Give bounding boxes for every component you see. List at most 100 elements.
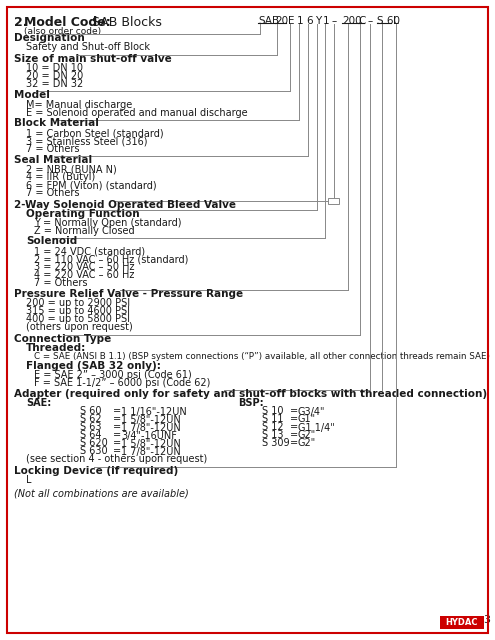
Text: S 12: S 12 xyxy=(262,422,284,433)
Text: 2 = NBR (BUNA N): 2 = NBR (BUNA N) xyxy=(26,164,117,175)
Text: =: = xyxy=(290,431,298,440)
Text: =: = xyxy=(113,447,121,456)
Text: =: = xyxy=(290,438,298,449)
Text: 10 = DN 10: 10 = DN 10 xyxy=(26,63,83,73)
Text: =: = xyxy=(113,406,121,417)
Text: 3/4"-16UNF: 3/4"-16UNF xyxy=(121,431,177,440)
Text: 4 = 220 VAC – 60 Hz: 4 = 220 VAC – 60 Hz xyxy=(34,270,134,280)
Text: (Not all combinations are available): (Not all combinations are available) xyxy=(14,489,189,499)
Text: 3 = 220 VAC – 50 Hz: 3 = 220 VAC – 50 Hz xyxy=(34,262,135,272)
Text: M= Manual discharge: M= Manual discharge xyxy=(26,99,132,109)
Text: =: = xyxy=(113,431,121,440)
Text: 1: 1 xyxy=(297,16,303,26)
Text: (others upon request): (others upon request) xyxy=(26,323,133,333)
Text: Solenoid: Solenoid xyxy=(26,237,77,246)
Text: S 630: S 630 xyxy=(80,447,107,456)
Text: 200 = up to 2900 PSI: 200 = up to 2900 PSI xyxy=(26,298,130,308)
Text: 6: 6 xyxy=(306,16,313,26)
Text: 7 = Others: 7 = Others xyxy=(26,144,80,154)
Text: S 620: S 620 xyxy=(80,438,108,449)
Text: C: C xyxy=(358,16,365,26)
Text: Pressure Relief Valve - Pressure Range: Pressure Relief Valve - Pressure Range xyxy=(14,289,243,299)
Text: Flanged (SAB 32 only):: Flanged (SAB 32 only): xyxy=(26,361,161,371)
Text: Model: Model xyxy=(14,90,50,100)
Text: Threaded:: Threaded: xyxy=(26,343,86,353)
Text: S 64: S 64 xyxy=(80,431,101,440)
Text: Size of main shut-off valve: Size of main shut-off valve xyxy=(14,54,172,63)
Text: S 63: S 63 xyxy=(80,422,101,433)
Text: 2.: 2. xyxy=(14,16,28,29)
Text: 4 = IIR (Butyl): 4 = IIR (Butyl) xyxy=(26,173,95,182)
Text: S 10: S 10 xyxy=(262,406,284,417)
Text: G2": G2" xyxy=(298,431,316,440)
Text: (also order code): (also order code) xyxy=(24,27,101,36)
Text: 315 = up to 4600 PSI: 315 = up to 4600 PSI xyxy=(26,307,130,317)
Text: S 60: S 60 xyxy=(80,406,101,417)
Text: (see section 4 - others upon request): (see section 4 - others upon request) xyxy=(26,454,207,465)
Text: BSP:: BSP: xyxy=(238,399,264,408)
Text: 7 = Others: 7 = Others xyxy=(34,278,88,288)
Text: G2": G2" xyxy=(298,438,316,449)
Text: E: E xyxy=(288,16,295,26)
Text: =: = xyxy=(290,415,298,424)
Text: Block Material: Block Material xyxy=(14,118,99,129)
Text: S 62: S 62 xyxy=(80,415,101,424)
Text: 2 = 110 VAC – 60 Hz (standard): 2 = 110 VAC – 60 Hz (standard) xyxy=(34,254,189,264)
Text: Seal Material: Seal Material xyxy=(14,155,92,165)
Text: 1 5/8"-12UN: 1 5/8"-12UN xyxy=(121,438,181,449)
Text: =: = xyxy=(113,415,121,424)
Text: F = SAE 1-1/2” – 6000 psi (Code 62): F = SAE 1-1/2” – 6000 psi (Code 62) xyxy=(34,378,210,388)
Text: 7 = Others: 7 = Others xyxy=(26,189,80,198)
Text: S 309: S 309 xyxy=(262,438,290,449)
Text: 1 7/8"-12UN: 1 7/8"-12UN xyxy=(121,422,181,433)
Text: –: – xyxy=(368,16,373,26)
Text: L: L xyxy=(393,16,399,26)
Text: Designation: Designation xyxy=(14,33,85,43)
Text: G3/4": G3/4" xyxy=(298,406,326,417)
Text: 1 1/16"-12UN: 1 1/16"-12UN xyxy=(121,406,187,417)
Text: 32 = DN 32: 32 = DN 32 xyxy=(26,79,83,89)
Text: C = SAE (ANSI B 1.1) (BSP system connections (“P”) available, all other connecti: C = SAE (ANSI B 1.1) (BSP system connect… xyxy=(34,352,490,361)
Text: =: = xyxy=(290,422,298,433)
Bar xyxy=(328,198,339,204)
Text: Connection Type: Connection Type xyxy=(14,333,111,344)
Text: 3 = Stainless Steel (316): 3 = Stainless Steel (316) xyxy=(26,136,148,146)
Text: Operating Function: Operating Function xyxy=(26,209,140,219)
Text: 1 5/8"-12UN: 1 5/8"-12UN xyxy=(121,415,181,424)
Text: S 11: S 11 xyxy=(262,415,284,424)
Text: L: L xyxy=(26,475,32,485)
Text: E = SAE 2” – 3000 psi (Code 61): E = SAE 2” – 3000 psi (Code 61) xyxy=(34,370,192,380)
Text: Y = Normally Open (standard): Y = Normally Open (standard) xyxy=(34,218,182,228)
Text: Y: Y xyxy=(315,16,321,26)
Text: 1 7/8"-12UN: 1 7/8"-12UN xyxy=(121,447,181,456)
Text: S 60: S 60 xyxy=(377,16,400,26)
Text: 20: 20 xyxy=(275,16,288,26)
Text: 1 = 24 VDC (standard): 1 = 24 VDC (standard) xyxy=(34,246,145,256)
Text: Safety and Shut-off Block: Safety and Shut-off Block xyxy=(26,42,150,52)
Text: –: – xyxy=(332,16,337,26)
Text: Adapter (required only for safety and shut-off blocks with threaded connection): Adapter (required only for safety and sh… xyxy=(14,389,487,399)
Text: =: = xyxy=(290,406,298,417)
Text: 1: 1 xyxy=(323,16,330,26)
Text: 2-Way Solenoid Operated Bleed Valve: 2-Way Solenoid Operated Bleed Valve xyxy=(14,200,236,209)
Bar xyxy=(440,616,484,629)
Text: G1": G1" xyxy=(298,415,316,424)
Text: =: = xyxy=(113,422,121,433)
Text: G1 1/4": G1 1/4" xyxy=(298,422,335,433)
Text: Model Code:: Model Code: xyxy=(24,16,111,29)
Text: HYDAC: HYDAC xyxy=(446,618,478,627)
Text: Z = Normally Closed: Z = Normally Closed xyxy=(34,227,135,237)
Text: 1 = Carbon Steel (standard): 1 = Carbon Steel (standard) xyxy=(26,128,164,138)
Text: 6 = FPM (Viton) (standard): 6 = FPM (Viton) (standard) xyxy=(26,180,156,191)
Text: E = Solenoid operated and manual discharge: E = Solenoid operated and manual dischar… xyxy=(26,108,248,118)
Text: S 13: S 13 xyxy=(262,431,284,440)
Text: SAE:: SAE: xyxy=(26,399,51,408)
Text: 200: 200 xyxy=(342,16,362,26)
Text: 400 = up to 5800 PSI: 400 = up to 5800 PSI xyxy=(26,314,130,324)
Text: 3: 3 xyxy=(483,615,490,625)
Text: Locking Device (if required): Locking Device (if required) xyxy=(14,465,178,476)
Text: SAB: SAB xyxy=(258,16,279,26)
Text: SAB Blocks: SAB Blocks xyxy=(92,16,162,29)
Text: =: = xyxy=(113,438,121,449)
Text: 20 = DN 20: 20 = DN 20 xyxy=(26,71,83,81)
